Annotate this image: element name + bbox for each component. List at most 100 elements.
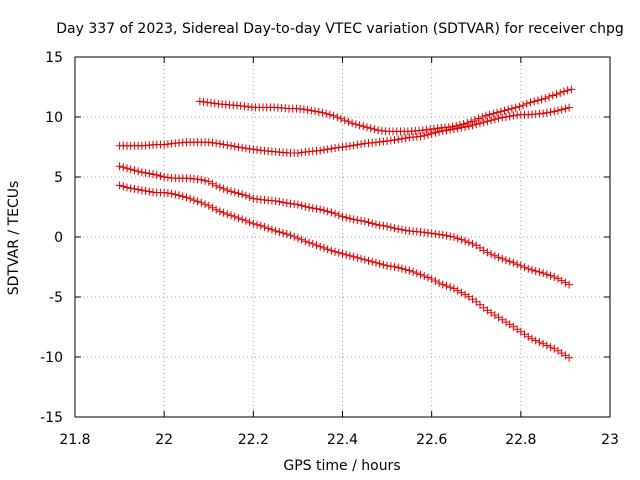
data-point bbox=[524, 332, 533, 341]
data-point bbox=[186, 194, 195, 203]
data-point bbox=[204, 201, 213, 210]
y-tick-label: 10 bbox=[45, 110, 63, 126]
data-point bbox=[383, 222, 392, 231]
data-point bbox=[357, 216, 366, 225]
data-point bbox=[375, 259, 384, 268]
data-point bbox=[357, 140, 366, 149]
data-point bbox=[293, 234, 302, 243]
grid-layer bbox=[75, 57, 610, 417]
data-point bbox=[435, 279, 444, 287]
data-point bbox=[338, 212, 347, 221]
data-point bbox=[318, 108, 327, 117]
data-point bbox=[241, 216, 250, 225]
data-point bbox=[130, 184, 139, 193]
data-point bbox=[337, 114, 346, 123]
data-point bbox=[182, 193, 191, 202]
data-point bbox=[505, 257, 514, 266]
data-point bbox=[193, 197, 202, 206]
data-point bbox=[238, 143, 247, 152]
data-point bbox=[219, 184, 228, 193]
data-point bbox=[230, 188, 239, 197]
x-tick-label: 22.6 bbox=[416, 432, 447, 448]
data-point bbox=[353, 253, 362, 262]
y-axis-label: SDTVAR / TECUs bbox=[6, 181, 22, 296]
data-point bbox=[267, 225, 276, 234]
data-point bbox=[349, 215, 358, 224]
data-point bbox=[537, 95, 546, 104]
data-point bbox=[338, 249, 347, 258]
data-point bbox=[366, 124, 375, 133]
data-point bbox=[215, 207, 224, 216]
data-point bbox=[115, 181, 124, 190]
data-point bbox=[446, 283, 455, 292]
data-point bbox=[539, 269, 548, 277]
data-point bbox=[535, 338, 544, 347]
data-point bbox=[457, 288, 466, 297]
data-point bbox=[126, 184, 135, 193]
data-point bbox=[208, 179, 217, 188]
data-point bbox=[487, 116, 496, 125]
data-point bbox=[487, 250, 496, 259]
data-point bbox=[342, 213, 351, 222]
data-point bbox=[282, 199, 291, 207]
data-point bbox=[438, 280, 447, 289]
data-point bbox=[319, 206, 328, 215]
data-point bbox=[390, 262, 399, 271]
data-point bbox=[461, 237, 470, 245]
data-point bbox=[327, 246, 336, 255]
data-point bbox=[212, 181, 221, 190]
data-point bbox=[141, 168, 150, 177]
data-point bbox=[519, 101, 528, 110]
data-point bbox=[468, 239, 477, 248]
data-point bbox=[553, 274, 562, 283]
data-point bbox=[227, 211, 236, 220]
data-point bbox=[299, 105, 308, 114]
data-point bbox=[449, 125, 458, 133]
y-tick-label: -10 bbox=[40, 350, 63, 366]
data-point bbox=[353, 140, 362, 149]
data-point bbox=[364, 256, 373, 265]
data-point bbox=[323, 145, 332, 154]
data-point bbox=[511, 103, 520, 112]
data-point bbox=[542, 341, 551, 350]
data-point bbox=[275, 197, 284, 206]
data-point bbox=[334, 248, 343, 257]
data-point bbox=[137, 186, 146, 195]
data-point bbox=[546, 343, 555, 352]
data-point bbox=[323, 207, 332, 216]
data-point bbox=[420, 272, 429, 280]
data-point bbox=[327, 208, 336, 217]
data-point bbox=[501, 256, 510, 265]
data-point bbox=[305, 203, 314, 212]
data-point bbox=[223, 141, 232, 150]
data-point bbox=[227, 187, 236, 196]
data-point bbox=[423, 273, 432, 282]
data-point bbox=[307, 106, 316, 115]
data-point bbox=[360, 255, 369, 264]
data-point bbox=[234, 189, 243, 198]
data-point bbox=[542, 270, 551, 279]
data-point bbox=[401, 265, 410, 274]
data-point bbox=[119, 182, 128, 191]
x-tick-label: 22.2 bbox=[238, 432, 269, 448]
data-point bbox=[386, 223, 395, 232]
data-point bbox=[446, 232, 455, 241]
data-point bbox=[152, 171, 161, 179]
data-point bbox=[509, 258, 518, 267]
data-point bbox=[275, 228, 284, 236]
data-point bbox=[449, 284, 458, 293]
data-point bbox=[527, 334, 536, 343]
data-point bbox=[559, 87, 568, 96]
data-point bbox=[325, 110, 334, 119]
data-point bbox=[137, 168, 146, 177]
data-point bbox=[493, 108, 502, 117]
data-point bbox=[431, 128, 440, 137]
data-point bbox=[290, 232, 299, 241]
data-point bbox=[520, 263, 529, 272]
data-point bbox=[548, 91, 557, 100]
data-point bbox=[498, 254, 507, 263]
data-point bbox=[349, 252, 358, 261]
data-point bbox=[565, 353, 574, 362]
data-point bbox=[115, 162, 124, 171]
data-point bbox=[507, 104, 516, 113]
